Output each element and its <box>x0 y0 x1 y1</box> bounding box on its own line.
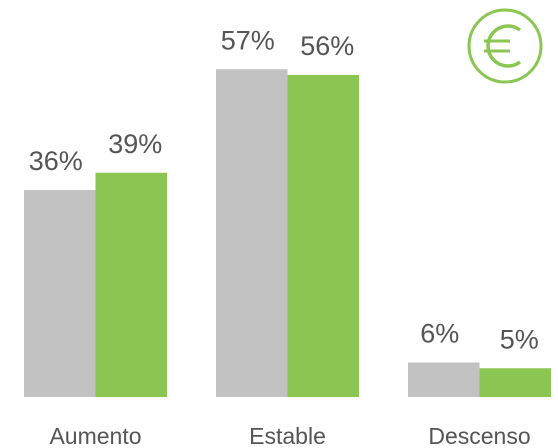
data-label: 56% <box>300 31 354 61</box>
data-label: 6% <box>420 319 459 349</box>
data-label: 39% <box>108 129 162 159</box>
data-label: 57% <box>221 25 275 55</box>
x-tick-label: Aumento <box>49 423 141 448</box>
x-tick-label: Estable <box>249 423 326 448</box>
bar <box>216 69 288 397</box>
bar <box>95 172 167 397</box>
data-label: 5% <box>500 324 539 354</box>
data-label: 36% <box>29 146 83 176</box>
euro-icon <box>467 8 543 84</box>
euro-circle <box>467 8 543 84</box>
bar <box>287 75 359 397</box>
bar <box>408 362 480 397</box>
bar <box>479 368 551 397</box>
euro-arc <box>486 24 522 68</box>
x-tick-label: Descenso <box>428 423 530 448</box>
bar <box>24 190 96 397</box>
